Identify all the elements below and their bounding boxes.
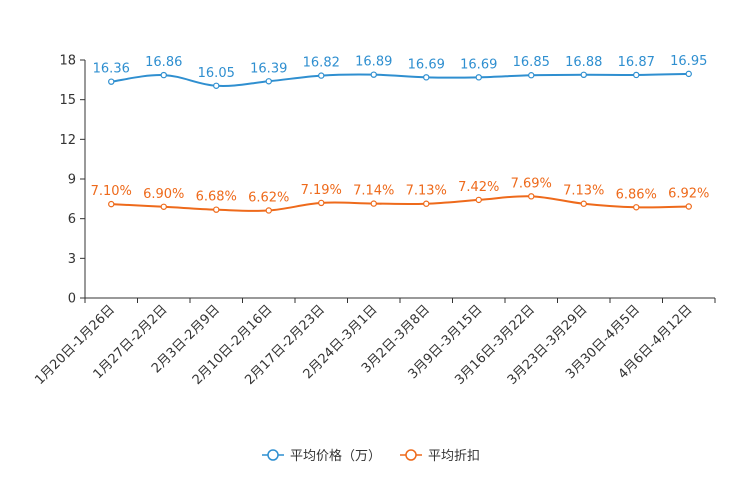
price-point[interactable] xyxy=(108,78,115,85)
price-data-label: 16.82 xyxy=(303,56,340,71)
y-tick-label: 6 xyxy=(68,212,76,227)
discount-data-label: 7.14% xyxy=(353,184,394,199)
discount-series-line xyxy=(111,195,689,212)
price-point[interactable] xyxy=(475,74,482,81)
price-data-label: 16.88 xyxy=(565,55,602,70)
y-tick-label: 18 xyxy=(59,54,76,69)
discount-data-label: 6.68% xyxy=(196,190,237,205)
y-tick-label: 15 xyxy=(59,93,76,108)
discount-point[interactable] xyxy=(370,200,377,207)
discount-point[interactable] xyxy=(160,203,167,210)
discount-point[interactable] xyxy=(265,207,272,214)
discount-data-label: 6.62% xyxy=(248,190,289,205)
price-data-label: 16.89 xyxy=(355,55,392,70)
discount-point[interactable] xyxy=(580,200,587,207)
y-tick-label: 0 xyxy=(68,292,76,307)
discount-data-label: 6.86% xyxy=(616,187,657,202)
legend-marker xyxy=(405,449,417,461)
price-data-label: 16.95 xyxy=(670,54,707,69)
price-point[interactable] xyxy=(213,82,220,89)
legend-item-discount[interactable]: 平均折扣 xyxy=(400,449,480,464)
y-tick-label: 12 xyxy=(59,133,76,148)
price-data-label: 16.69 xyxy=(460,57,497,72)
legend-label: 平均价格（万） xyxy=(290,448,381,464)
y-tick-label: 9 xyxy=(68,173,76,188)
discount-point[interactable] xyxy=(108,200,115,208)
discount-point[interactable] xyxy=(685,203,692,210)
discount-data-label: 7.10% xyxy=(91,184,132,199)
price-data-label: 16.36 xyxy=(93,62,130,77)
price-point[interactable] xyxy=(160,71,167,79)
discount-point[interactable] xyxy=(213,206,220,213)
price-data-label: 16.87 xyxy=(618,55,655,70)
price-data-label: 16.69 xyxy=(408,57,445,72)
price-point[interactable] xyxy=(370,71,377,78)
data-labels-layer: 16.36 16.86 16.05 16.39 16.82 16.89 16.69 16.69… xyxy=(91,54,710,206)
price-point[interactable] xyxy=(528,72,535,79)
price-point[interactable] xyxy=(265,78,272,85)
discount-point[interactable] xyxy=(318,199,325,207)
legend-item-price[interactable]: 平均价格（万） xyxy=(262,448,381,464)
discount-data-label: 7.13% xyxy=(563,184,604,199)
discount-data-label: 7.69% xyxy=(511,176,552,191)
discount-point[interactable] xyxy=(633,204,640,211)
discount-point[interactable] xyxy=(528,193,535,200)
price-data-label: 16.86 xyxy=(145,55,182,70)
legend-marker xyxy=(267,449,279,461)
legend: 平均价格（万） 平均折扣 xyxy=(262,448,480,464)
discount-data-label: 7.42% xyxy=(458,180,499,195)
price-point[interactable] xyxy=(633,71,640,79)
discount-data-label: 7.13% xyxy=(406,184,447,199)
price-point[interactable] xyxy=(318,72,325,79)
price-point[interactable] xyxy=(685,70,692,78)
price-data-label: 16.85 xyxy=(513,55,550,70)
discount-point[interactable] xyxy=(423,200,430,207)
discount-point[interactable] xyxy=(475,196,482,204)
price-point[interactable] xyxy=(423,74,430,81)
discount-data-label: 6.90% xyxy=(143,187,184,202)
discount-data-label: 7.19% xyxy=(301,183,342,198)
series-layer xyxy=(108,70,692,214)
legend-label: 平均折扣 xyxy=(428,449,480,464)
price-data-label: 16.39 xyxy=(250,61,287,76)
axes-layer: 03691215181月20日-1月26日1月27日-2月2日2月3日-2月9日… xyxy=(32,54,716,388)
discount-data-label: 6.92% xyxy=(668,187,709,202)
y-tick-label: 3 xyxy=(68,252,76,267)
price-data-label: 16.05 xyxy=(198,66,235,81)
price-series-line xyxy=(111,72,689,87)
price-point[interactable] xyxy=(580,71,587,79)
